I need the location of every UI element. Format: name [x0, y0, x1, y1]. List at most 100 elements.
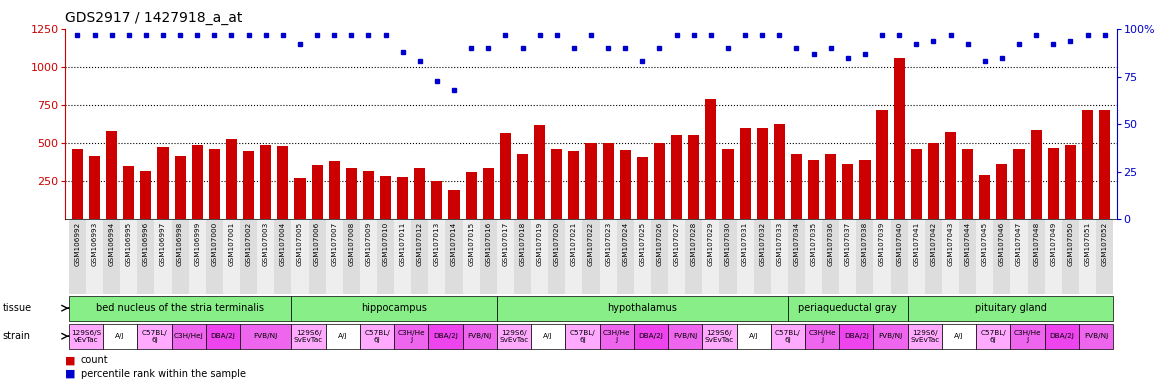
Bar	[206, 219, 223, 294]
Text: GSM107036: GSM107036	[828, 222, 834, 266]
Bar	[500, 132, 510, 219]
Bar	[739, 128, 751, 219]
Text: GSM107052: GSM107052	[1101, 222, 1107, 266]
Bar	[788, 219, 805, 294]
Text: GSM106996: GSM106996	[142, 222, 148, 266]
Text: C3H/He
J: C3H/He J	[397, 330, 425, 343]
Bar	[243, 151, 255, 219]
Bar	[260, 145, 271, 219]
Bar	[241, 219, 257, 294]
Bar	[496, 296, 788, 321]
Text: GSM107037: GSM107037	[844, 222, 850, 266]
Text: percentile rank within the sample: percentile rank within the sample	[81, 369, 245, 379]
Bar	[531, 219, 548, 294]
Bar	[976, 324, 1010, 349]
Text: GSM107031: GSM107031	[742, 222, 748, 266]
Text: GSM107043: GSM107043	[947, 222, 953, 266]
Bar	[771, 219, 788, 294]
Bar	[840, 219, 856, 294]
Bar	[808, 160, 819, 219]
Bar	[346, 167, 357, 219]
Bar	[908, 219, 925, 294]
Bar	[397, 177, 409, 219]
Bar	[291, 296, 496, 321]
Bar	[140, 170, 152, 219]
Bar	[620, 150, 631, 219]
Bar	[959, 219, 976, 294]
Text: pituitary gland: pituitary gland	[974, 303, 1047, 313]
Bar	[380, 176, 391, 219]
Text: GSM107014: GSM107014	[451, 222, 457, 266]
Text: tissue: tissue	[2, 303, 32, 313]
Text: GSM107041: GSM107041	[913, 222, 919, 266]
Bar	[86, 219, 103, 294]
Bar	[449, 190, 460, 219]
Bar	[842, 164, 854, 219]
Bar	[291, 219, 308, 294]
Text: FVB/NJ: FVB/NJ	[673, 333, 697, 339]
Text: GSM107030: GSM107030	[725, 222, 731, 266]
Bar	[463, 324, 496, 349]
Text: GSM107009: GSM107009	[366, 222, 371, 266]
Bar	[941, 324, 976, 349]
Bar	[1065, 145, 1076, 219]
Text: GSM107018: GSM107018	[520, 222, 526, 266]
Bar	[996, 164, 1008, 219]
Bar	[429, 324, 463, 349]
Bar	[328, 162, 340, 219]
Bar	[1099, 110, 1111, 219]
Bar	[876, 110, 888, 219]
Text: GSM107047: GSM107047	[1016, 222, 1022, 266]
Bar	[1062, 219, 1079, 294]
Bar	[394, 324, 429, 349]
Bar	[569, 151, 579, 219]
Text: GSM107021: GSM107021	[571, 222, 577, 266]
Bar	[874, 219, 891, 294]
Text: GSM107016: GSM107016	[485, 222, 492, 266]
Text: GSM107027: GSM107027	[674, 222, 680, 266]
Bar	[174, 156, 186, 219]
Bar	[753, 219, 771, 294]
Bar	[482, 167, 494, 219]
Bar	[686, 219, 702, 294]
Bar	[277, 146, 288, 219]
Text: GSM107019: GSM107019	[536, 222, 543, 266]
Bar	[911, 149, 922, 219]
Text: FVB/NJ: FVB/NJ	[1084, 333, 1108, 339]
Text: GSM107034: GSM107034	[793, 222, 799, 266]
Text: GSM107051: GSM107051	[1085, 222, 1091, 266]
Text: GSM106993: GSM106993	[91, 222, 97, 266]
Bar	[840, 324, 874, 349]
Bar	[705, 99, 716, 219]
Bar	[945, 132, 957, 219]
Text: DBA/2J: DBA/2J	[844, 333, 869, 339]
Text: GSM107022: GSM107022	[588, 222, 595, 266]
Bar	[223, 219, 241, 294]
Text: C57BL/
6J: C57BL/ 6J	[570, 330, 596, 343]
Text: GSM107011: GSM107011	[399, 222, 405, 266]
Bar	[172, 324, 206, 349]
Text: GSM107038: GSM107038	[862, 222, 868, 266]
Text: GSM107029: GSM107029	[708, 222, 714, 266]
Bar	[514, 219, 531, 294]
Text: A/J: A/J	[749, 333, 758, 339]
Bar	[71, 149, 83, 219]
Bar	[69, 324, 103, 349]
Bar	[1010, 324, 1044, 349]
Text: bed nucleus of the stria terminalis: bed nucleus of the stria terminalis	[96, 303, 264, 313]
Text: C3H/HeJ: C3H/HeJ	[174, 333, 203, 339]
Bar	[1028, 219, 1044, 294]
Bar	[103, 219, 120, 294]
Text: GSM107000: GSM107000	[211, 222, 217, 266]
Text: DBA/2J: DBA/2J	[210, 333, 236, 339]
Bar	[791, 154, 802, 219]
Text: GDS2917 / 1427918_a_at: GDS2917 / 1427918_a_at	[65, 12, 243, 25]
Text: GSM107048: GSM107048	[1034, 222, 1040, 266]
Bar	[927, 143, 939, 219]
Bar	[377, 219, 394, 294]
Bar	[722, 149, 734, 219]
Text: A/J: A/J	[116, 333, 125, 339]
Text: ■: ■	[65, 369, 76, 379]
Bar	[342, 219, 360, 294]
Bar	[891, 219, 908, 294]
